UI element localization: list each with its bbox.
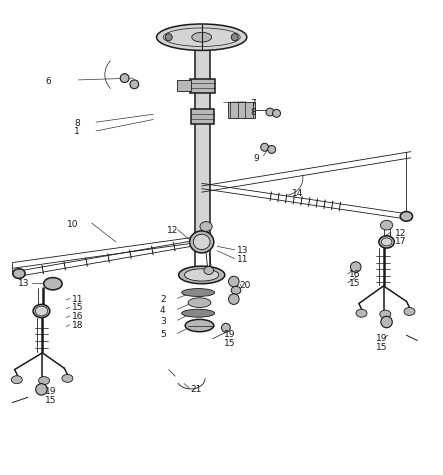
Ellipse shape (400, 211, 412, 221)
Text: 18: 18 (72, 321, 83, 330)
Ellipse shape (44, 277, 62, 290)
Text: 17: 17 (396, 238, 407, 247)
Text: 19: 19 (224, 330, 235, 339)
Text: 12: 12 (167, 227, 178, 236)
Ellipse shape (231, 286, 241, 294)
Text: 9: 9 (253, 154, 259, 163)
Ellipse shape (182, 289, 215, 296)
Text: 4: 4 (160, 305, 166, 314)
Text: 10: 10 (67, 220, 79, 229)
Text: 15: 15 (224, 339, 235, 348)
Text: 15: 15 (349, 279, 361, 288)
Ellipse shape (156, 24, 247, 50)
Text: 19: 19 (46, 387, 57, 396)
Text: 16: 16 (349, 270, 361, 279)
Ellipse shape (62, 374, 73, 382)
Ellipse shape (185, 319, 214, 332)
Text: 15: 15 (46, 396, 57, 405)
Ellipse shape (39, 377, 50, 385)
Circle shape (222, 323, 230, 332)
Text: 19: 19 (376, 334, 387, 343)
Bar (190, 78, 215, 93)
Bar (190, 108, 214, 124)
Text: 12: 12 (396, 228, 407, 238)
Ellipse shape (381, 220, 393, 230)
Ellipse shape (188, 298, 211, 307)
Ellipse shape (182, 309, 215, 317)
Text: 8: 8 (250, 107, 256, 116)
Ellipse shape (356, 309, 367, 317)
Text: 1: 1 (74, 127, 80, 136)
Text: 13: 13 (18, 279, 30, 288)
Circle shape (350, 262, 361, 272)
Text: 6: 6 (46, 77, 51, 86)
Ellipse shape (179, 266, 225, 284)
Circle shape (272, 109, 280, 117)
Text: 13: 13 (237, 246, 249, 255)
Circle shape (130, 80, 139, 89)
Ellipse shape (192, 32, 212, 42)
Ellipse shape (163, 28, 240, 47)
Circle shape (260, 143, 268, 151)
Text: 7: 7 (250, 99, 256, 108)
Text: 5: 5 (160, 330, 166, 339)
Text: 3: 3 (160, 317, 166, 326)
Ellipse shape (404, 307, 415, 315)
Ellipse shape (185, 269, 219, 281)
Circle shape (268, 145, 276, 153)
Ellipse shape (380, 310, 391, 318)
Text: 14: 14 (292, 189, 303, 198)
Text: 11: 11 (72, 294, 83, 304)
Text: 16: 16 (72, 312, 83, 321)
Text: 11: 11 (237, 255, 249, 264)
Bar (195, 48, 210, 242)
Circle shape (229, 294, 239, 304)
Ellipse shape (379, 236, 394, 248)
Ellipse shape (33, 304, 50, 318)
Text: 8: 8 (74, 119, 80, 128)
Ellipse shape (200, 222, 212, 231)
Circle shape (231, 34, 238, 41)
Ellipse shape (204, 266, 214, 275)
Circle shape (165, 34, 172, 41)
Bar (178, 80, 190, 91)
Bar (228, 102, 256, 118)
Text: 15: 15 (72, 304, 83, 313)
Text: 2: 2 (160, 294, 166, 304)
Ellipse shape (35, 306, 47, 316)
Text: 21: 21 (190, 385, 202, 394)
Ellipse shape (193, 234, 210, 249)
Circle shape (36, 384, 47, 395)
Ellipse shape (13, 269, 25, 278)
Ellipse shape (11, 376, 22, 384)
Text: 15: 15 (376, 343, 387, 352)
Circle shape (120, 74, 129, 83)
Circle shape (381, 316, 392, 328)
Ellipse shape (381, 238, 392, 246)
Circle shape (266, 108, 274, 116)
Circle shape (229, 276, 239, 287)
Text: 20: 20 (239, 281, 250, 290)
Ellipse shape (190, 231, 214, 253)
